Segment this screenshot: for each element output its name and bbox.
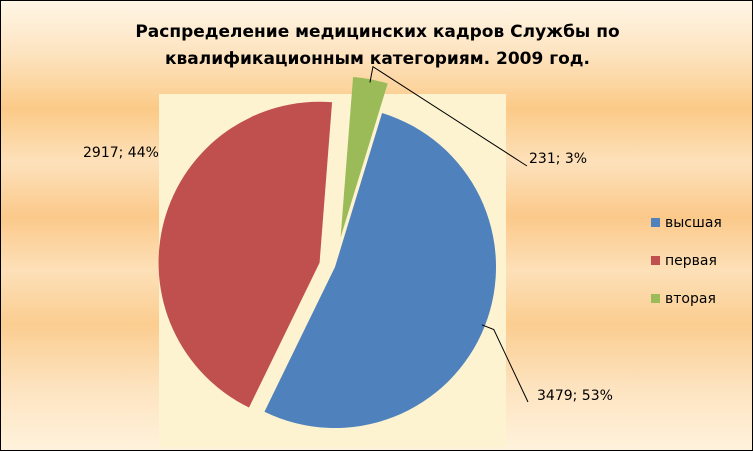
chart-title: Распределение медицинских кадров Службы …: [1, 19, 753, 73]
pie-slice-0: [264, 113, 496, 428]
legend-swatch-vtoraya: [651, 294, 660, 303]
legend-label-vtoraya: вторая: [665, 290, 716, 307]
data-labels: 3479; 53% 2917; 44% 231; 3%: [83, 145, 613, 404]
pie-slice-2: [340, 77, 388, 238]
legend-label-pervaya: первая: [665, 252, 717, 269]
chart-title-line-1: Распределение медицинских кадров Службы …: [135, 22, 620, 42]
legend: высшая первая вторая: [651, 213, 722, 327]
legend-item-vysshaya: высшая: [651, 213, 722, 232]
chart-title-line-2: квалификационным категориям. 2009 год.: [165, 49, 590, 69]
legend-item-pervaya: первая: [651, 251, 722, 270]
data-label-2: 231; 3%: [529, 151, 587, 167]
legend-swatch-vysshaya: [651, 218, 660, 227]
pie-slice-1: [158, 101, 333, 408]
leader-line-0: [481, 324, 529, 403]
leader-lines: [369, 65, 529, 403]
data-label-1: 2917; 44%: [83, 145, 159, 161]
leader-line-2: [369, 65, 528, 167]
pie-slices: [158, 77, 496, 428]
legend-swatch-pervaya: [651, 256, 660, 265]
legend-label-vysshaya: высшая: [665, 214, 722, 231]
legend-item-vtoraya: вторая: [651, 289, 722, 308]
data-label-0: 3479; 53%: [537, 388, 613, 404]
